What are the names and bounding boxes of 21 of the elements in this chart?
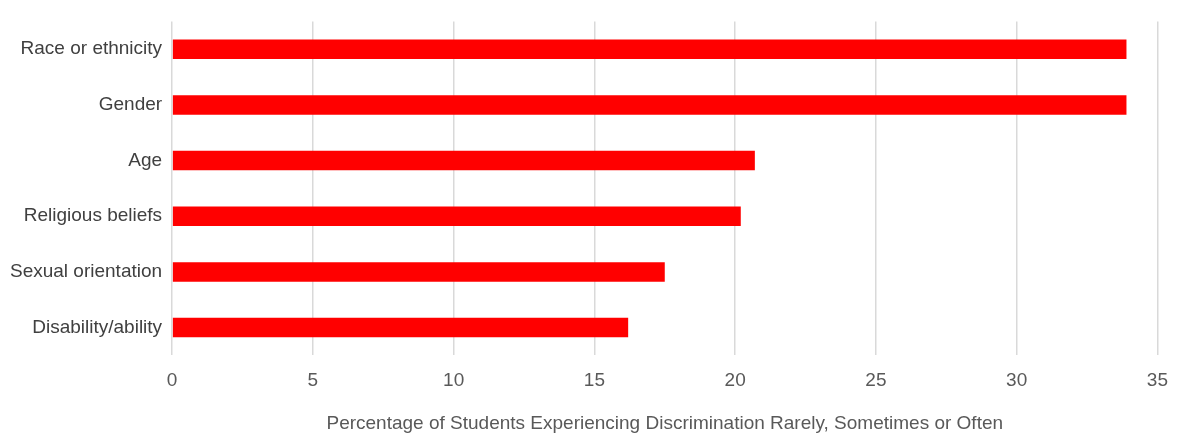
bar <box>172 95 1127 115</box>
x-tick-label: 5 <box>307 369 319 391</box>
y-tick-label: Race or ethnicity <box>20 37 163 59</box>
y-tick-label: Age <box>128 148 163 170</box>
y-tick-label: Religious beliefs <box>23 204 163 226</box>
bar <box>172 317 629 338</box>
bar <box>172 150 755 171</box>
y-tick-label: Gender <box>98 93 163 115</box>
bar <box>172 206 741 226</box>
bar <box>172 262 665 282</box>
y-tick-label: Disability/ability <box>32 315 163 337</box>
x-tick-label: 30 <box>1006 369 1028 391</box>
x-tick-label: 25 <box>865 369 887 391</box>
bar <box>172 39 1127 59</box>
x-axis-title: Percentage of Students Experiencing Discrimination Rarely, Sometimes or Often <box>326 411 1004 433</box>
x-tick-label: 10 <box>443 369 465 391</box>
x-tick-label: 15 <box>583 369 605 391</box>
x-tick-label: 35 <box>1146 369 1168 391</box>
y-tick-label: Sexual orientation <box>9 260 163 282</box>
x-tick-label: 20 <box>724 369 746 391</box>
x-tick-label: 0 <box>166 369 178 391</box>
